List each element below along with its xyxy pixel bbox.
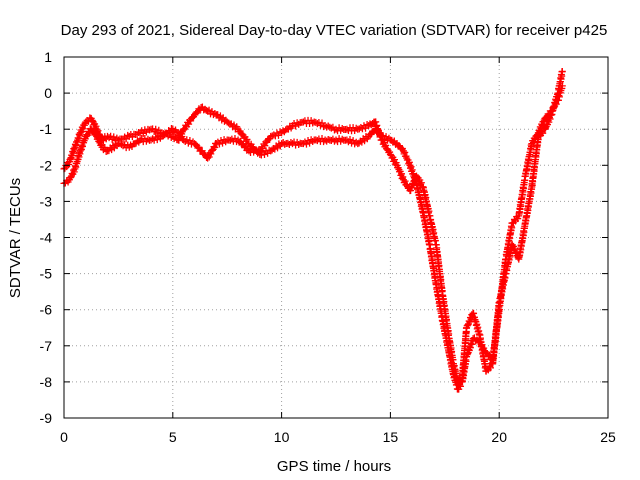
data-point	[338, 124, 346, 132]
data-point	[186, 136, 194, 144]
x-tick-label: 15	[383, 429, 399, 445]
data-point	[332, 125, 340, 133]
data-point	[150, 136, 158, 144]
data-point	[417, 179, 425, 187]
data-point	[152, 125, 160, 133]
data-point	[401, 148, 409, 156]
data-point	[139, 129, 147, 137]
data-point	[313, 137, 321, 145]
data-point	[261, 151, 269, 159]
data-point	[299, 118, 307, 126]
data-point	[288, 140, 296, 148]
x-tick-label: 0	[60, 429, 68, 445]
data-point	[226, 136, 234, 144]
data-point	[397, 170, 405, 178]
y-tick-label: -7	[40, 338, 53, 354]
x-tick-label: 5	[169, 429, 177, 445]
x-axis-label: GPS time / hours	[277, 458, 391, 475]
data-point	[79, 125, 87, 133]
data-point	[292, 122, 300, 130]
data-point	[219, 139, 227, 147]
data-point	[295, 141, 303, 148]
data-point	[545, 118, 553, 126]
data-point	[94, 134, 102, 142]
y-tick-label: -3	[40, 193, 53, 209]
data-point	[205, 153, 213, 161]
y-tick-label: -1	[40, 121, 53, 137]
data-point	[401, 177, 409, 185]
data-marks	[60, 67, 566, 393]
data-point	[486, 364, 494, 372]
data-point	[558, 67, 566, 75]
data-point	[183, 136, 191, 144]
data-point	[382, 141, 390, 149]
y-tick-label: 1	[44, 49, 52, 65]
data-point	[380, 138, 388, 146]
data-point	[399, 147, 407, 155]
data-point	[546, 115, 554, 123]
data-point	[309, 138, 317, 146]
data-point	[539, 129, 547, 137]
x-tick-label: 10	[274, 429, 290, 445]
data-point	[306, 139, 314, 147]
data-point	[302, 140, 310, 148]
y-tick-label: -9	[40, 410, 53, 426]
series-trace-b	[60, 67, 566, 386]
data-point	[231, 135, 239, 143]
data-point	[511, 245, 519, 253]
data-point	[211, 144, 219, 152]
data-point	[195, 143, 203, 151]
tick-marks	[63, 56, 609, 419]
y-tick-label: -6	[40, 302, 53, 318]
x-tick-label: 20	[491, 429, 507, 445]
data-point	[153, 136, 161, 144]
y-tick-label: -8	[40, 374, 53, 390]
data-point	[178, 132, 186, 140]
data-point	[145, 126, 153, 134]
data-point	[330, 126, 338, 134]
data-point	[332, 136, 340, 144]
data-point	[343, 125, 351, 133]
data-point	[349, 137, 357, 145]
y-axis-label: SDTVAR / TECUs	[7, 178, 24, 298]
data-point	[338, 135, 346, 143]
y-tick-label: -5	[40, 266, 53, 282]
data-point	[318, 134, 326, 142]
data-point	[312, 136, 320, 144]
chart-title: Day 293 of 2021, Sidereal Day-to-day VTE…	[61, 22, 608, 39]
data-point	[456, 382, 464, 390]
data-point	[346, 136, 354, 144]
data-point	[409, 180, 417, 188]
data-point	[251, 146, 259, 154]
data-point	[394, 164, 402, 172]
data-point	[124, 131, 132, 139]
data-point	[408, 184, 416, 192]
y-tick-label: -4	[40, 230, 53, 246]
data-point	[215, 140, 223, 148]
data-point	[245, 147, 253, 155]
data-point	[243, 135, 251, 143]
data-point	[136, 136, 144, 144]
y-tick-label: 0	[44, 85, 52, 101]
x-tick-label: 25	[600, 429, 616, 445]
data-point	[110, 133, 118, 141]
y-tick-label: -2	[40, 157, 53, 173]
